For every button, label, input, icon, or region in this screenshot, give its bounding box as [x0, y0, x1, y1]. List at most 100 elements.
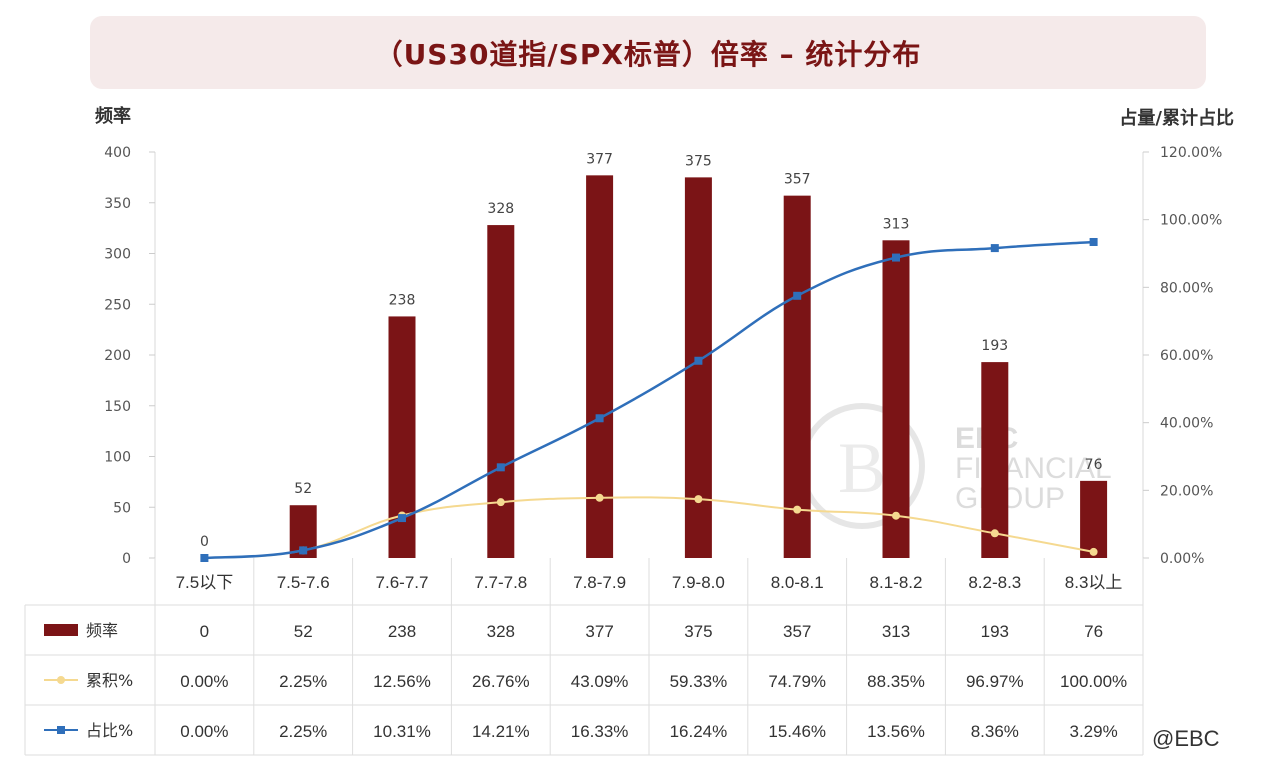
share-percent-point [990, 244, 999, 253]
cumulative-percent-point [595, 493, 604, 502]
table-cell: 15.46% [768, 722, 826, 741]
table-cell: 16.33% [571, 722, 629, 741]
bar-data-label: 0 [200, 534, 209, 550]
category-label: 8.2-8.3 [968, 573, 1021, 592]
right-tick-label: 80.00% [1160, 280, 1213, 296]
left-tick-label: 400 [104, 145, 131, 161]
chart-title-banner: （US30道指/SPX标普）倍率 – 统计分布 [90, 16, 1206, 89]
bar-frequency [1080, 480, 1108, 558]
bar-data-label: 193 [981, 338, 1008, 354]
table-cell: 0 [200, 622, 209, 641]
legend-square-marker [57, 726, 65, 734]
legend-circle-marker [57, 676, 65, 684]
share-percent-point [1089, 237, 1098, 246]
legend-label: 占比% [86, 721, 133, 740]
share-percent-point [595, 414, 604, 423]
cumulative-percent-point [990, 529, 999, 538]
legend-bar-swatch [44, 624, 78, 636]
table-cell: 100.00% [1060, 672, 1127, 691]
bar-data-label: 357 [784, 172, 811, 188]
watermark-logo-glyph: B [838, 428, 886, 508]
footer-text: @EBC [1152, 726, 1220, 751]
category-label: 7.6-7.7 [376, 573, 429, 592]
table-cell: 88.35% [867, 672, 925, 691]
share-percent-point [398, 514, 406, 523]
left-tick-label: 350 [104, 196, 131, 212]
legend-label: 累积% [86, 671, 133, 690]
ebc-watermark: B EBC FINANCIAL GROUP [799, 403, 1112, 529]
table-cell: 238 [388, 622, 416, 641]
table-cell: 43.09% [571, 672, 629, 691]
table-cell: 14.21% [472, 722, 530, 741]
table-cell: 52 [294, 622, 313, 641]
left-tick-label: 200 [104, 348, 131, 364]
share-percent-point [200, 554, 209, 562]
table-cell: 377 [585, 622, 613, 641]
bar-data-label: 375 [685, 153, 712, 169]
bar-data-label: 328 [487, 201, 514, 217]
right-tick-label: 100.00% [1160, 213, 1222, 229]
table-cell: 313 [882, 622, 910, 641]
bar-data-label: 76 [1085, 457, 1103, 473]
left-tick-label: 0 [122, 551, 131, 567]
table-cell: 357 [783, 622, 811, 641]
watermark-line-2: FINANCIAL [955, 452, 1112, 485]
left-tick-label: 100 [104, 450, 131, 466]
footer-watermark: @EBC [1152, 726, 1220, 752]
table-cell: 2.25% [279, 672, 327, 691]
share-percent-point [694, 356, 703, 365]
table-cell: 12.56% [373, 672, 431, 691]
bar-frequency [487, 225, 515, 558]
cumulative-percent-point [793, 505, 802, 514]
right-tick-label: 20.00% [1160, 483, 1213, 499]
category-label: 8.1-8.2 [870, 573, 923, 592]
left-tick-label: 150 [104, 399, 131, 415]
table-cell: 74.79% [768, 672, 826, 691]
bar-frequency [882, 240, 910, 558]
chart-title: （US30道指/SPX标普）倍率 – 统计分布 [374, 37, 922, 71]
line-share-percent [204, 240, 1094, 560]
left-tick-label: 300 [104, 247, 131, 263]
legend-share-percent: 占比% [44, 721, 133, 740]
right-tick-label: 120.00% [1160, 145, 1222, 161]
category-label: 7.7-7.8 [474, 573, 527, 592]
table-cell: 3.29% [1069, 722, 1117, 741]
table-cell: 2.25% [279, 722, 327, 741]
table-cell: 328 [487, 622, 515, 641]
table-cell: 375 [684, 622, 712, 641]
table-cell: 10.31% [373, 722, 431, 741]
left-axis-title: 频率 [95, 105, 131, 127]
category-label: 8.3以上 [1065, 573, 1123, 592]
table-cell: 193 [981, 622, 1009, 641]
table-cell: 59.33% [670, 672, 728, 691]
share-percent-point [892, 253, 900, 262]
table-cell: 8.36% [971, 722, 1019, 741]
category-label: 7.8-7.9 [573, 573, 626, 592]
bar-frequency [981, 362, 1009, 558]
right-tick-label: 40.00% [1160, 416, 1213, 432]
table-cell: 26.76% [472, 672, 530, 691]
category-label: 7.9-8.0 [672, 573, 725, 592]
table-cell: 0.00% [180, 722, 228, 741]
category-label: 7.5-7.6 [277, 573, 330, 592]
bar-data-label: 313 [883, 216, 910, 232]
category-label: 8.0-8.1 [771, 573, 824, 592]
left-tick-label: 250 [104, 297, 131, 313]
cumulative-percent-point [694, 495, 703, 504]
table-cell: 96.97% [966, 672, 1024, 691]
legend-cumulative-percent: 累积% [44, 671, 133, 690]
left-tick-label: 50 [113, 500, 131, 516]
cumulative-percent-point [1089, 547, 1098, 556]
watermark-line-3: GROUP [955, 482, 1065, 515]
share-percent-point [299, 546, 308, 555]
table-cell: 0.00% [180, 672, 228, 691]
cumulative-percent-point [892, 511, 900, 520]
line-cumulative-percent [204, 496, 1094, 559]
right-tick-label: 0.00% [1160, 551, 1204, 567]
right-tick-label: 60.00% [1160, 348, 1213, 364]
bar-data-label: 377 [586, 151, 613, 167]
table-cell: 16.24% [670, 722, 728, 741]
share-percent-point [496, 463, 505, 472]
bar-frequency [783, 195, 811, 558]
